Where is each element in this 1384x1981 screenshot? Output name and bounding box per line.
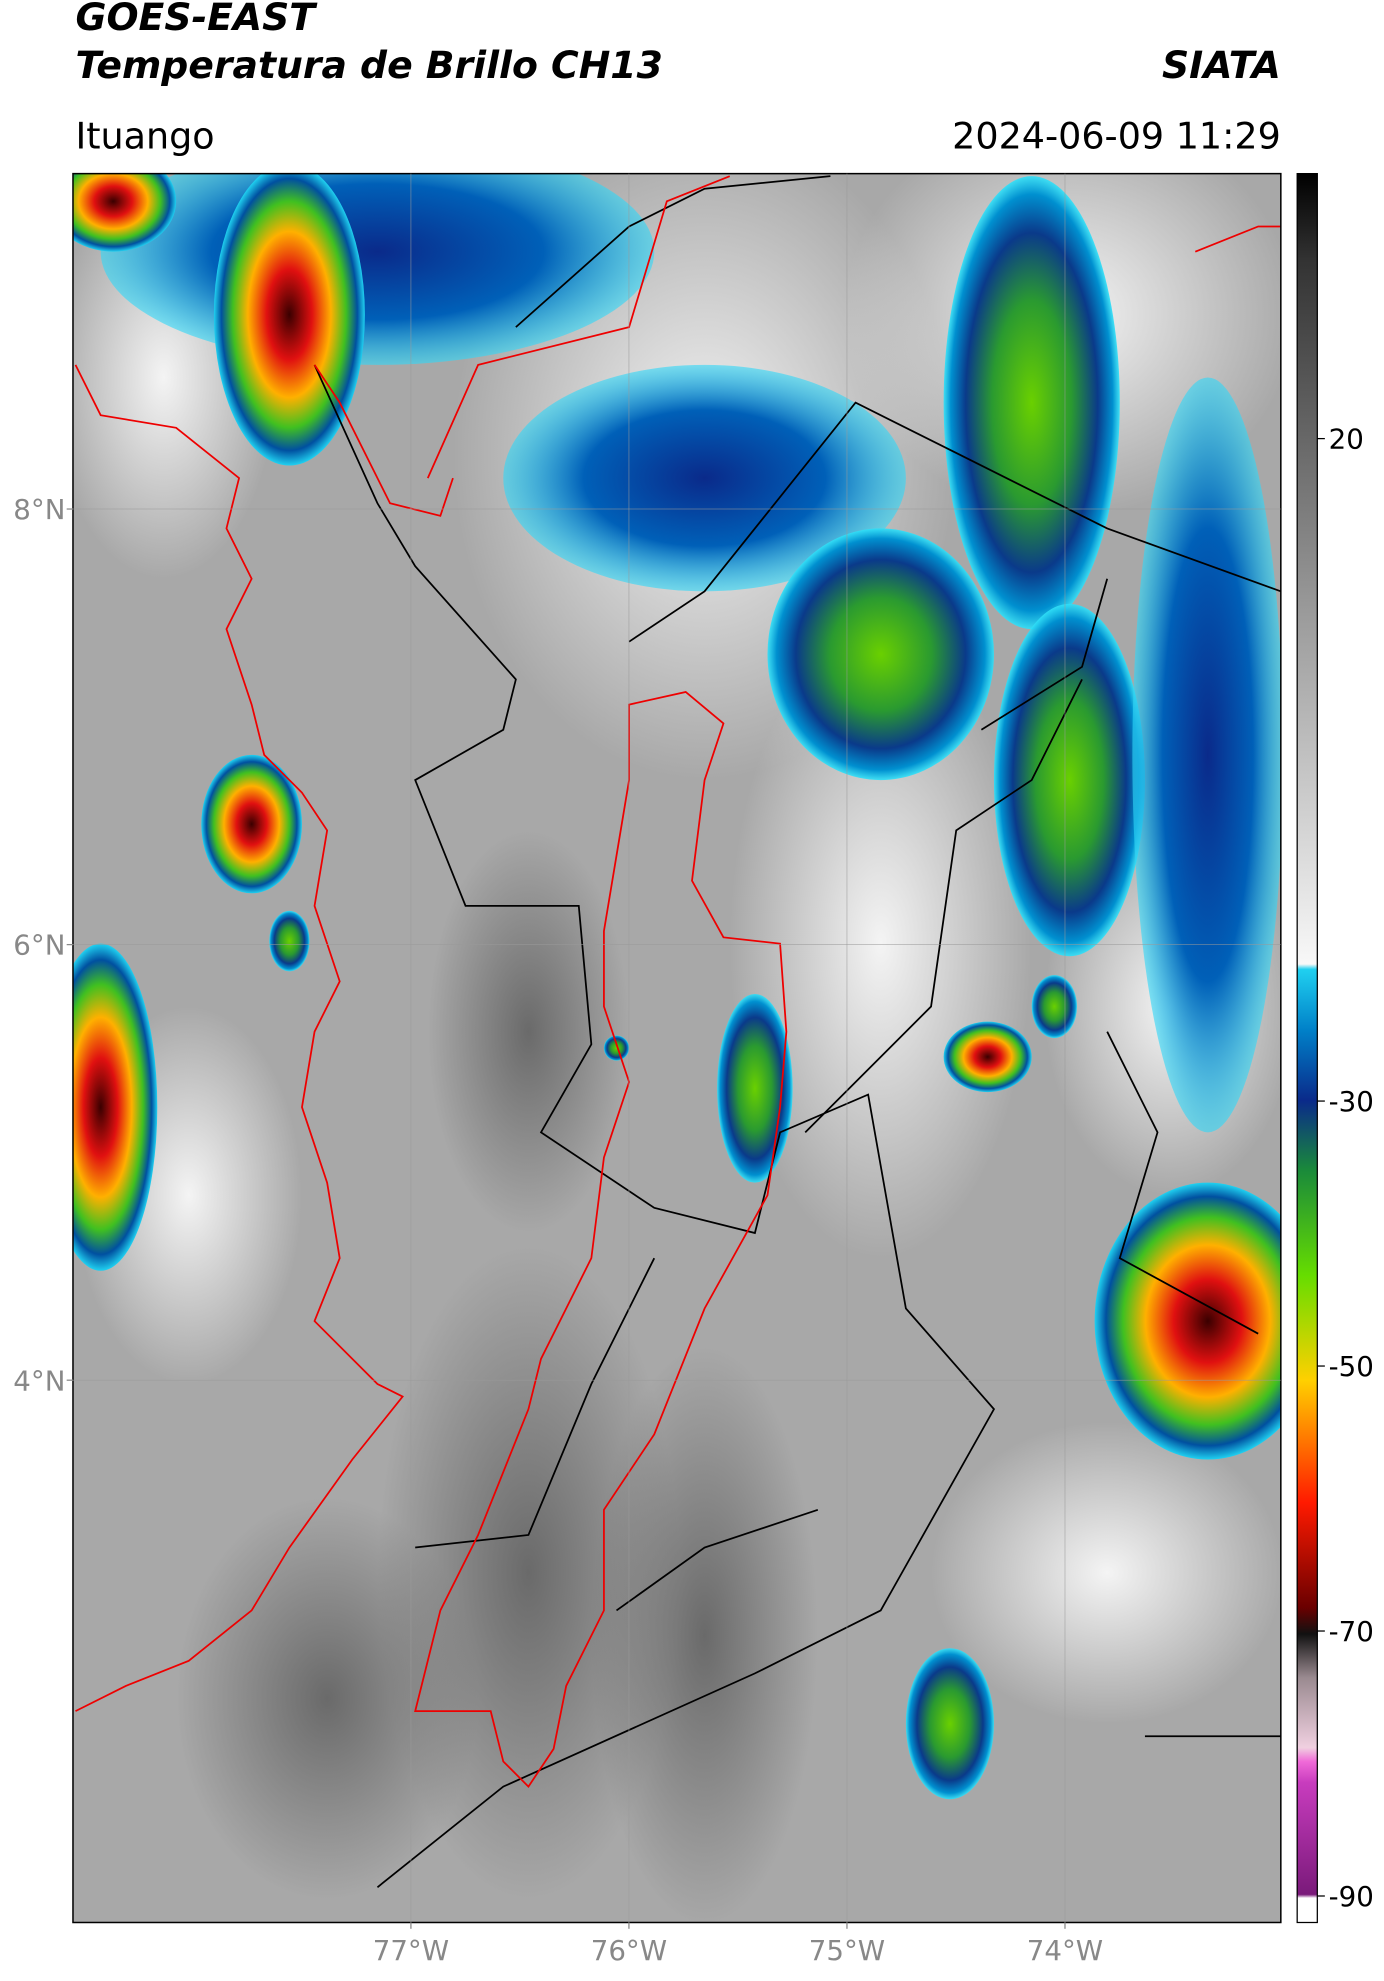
- x-tick-label: 74°W: [1027, 1934, 1103, 1967]
- region: Ituango: [75, 114, 214, 157]
- x-tick-label: 77°W: [373, 1934, 449, 1967]
- map-frame: [72, 172, 1282, 1924]
- datetime: 2024-06-09 11:29: [952, 114, 1281, 157]
- subtitle: Temperatura de Brillo CH13: [75, 43, 662, 87]
- satellite-image: [72, 173, 1281, 1923]
- y-tick-label: 4°N: [13, 1364, 65, 1397]
- colorbar: [1296, 172, 1318, 1924]
- colorbar-tick-label: -30: [1329, 1085, 1374, 1118]
- colorbar-tick-label: -50: [1329, 1350, 1374, 1383]
- x-tick-label: 76°W: [591, 1934, 667, 1967]
- brand: SIATA: [1162, 43, 1281, 87]
- y-tick-label: 6°N: [13, 929, 65, 962]
- colorbar-tick-label: -90: [1329, 1880, 1374, 1913]
- x-tick-label: 75°W: [809, 1934, 885, 1967]
- colorbar-tick-label: 20: [1329, 423, 1364, 456]
- colorbar-tick-label: -70: [1329, 1615, 1374, 1648]
- y-tick-label: 8°N: [13, 493, 65, 526]
- map-axes: 77°W 76°W 75°W 74°W 8°N 6°N 4°N: [13, 173, 1281, 1967]
- title: GOES-EAST: [75, 0, 318, 39]
- colorbar-axis: 20 -30 -50 -70 -90: [1317, 423, 1374, 1913]
